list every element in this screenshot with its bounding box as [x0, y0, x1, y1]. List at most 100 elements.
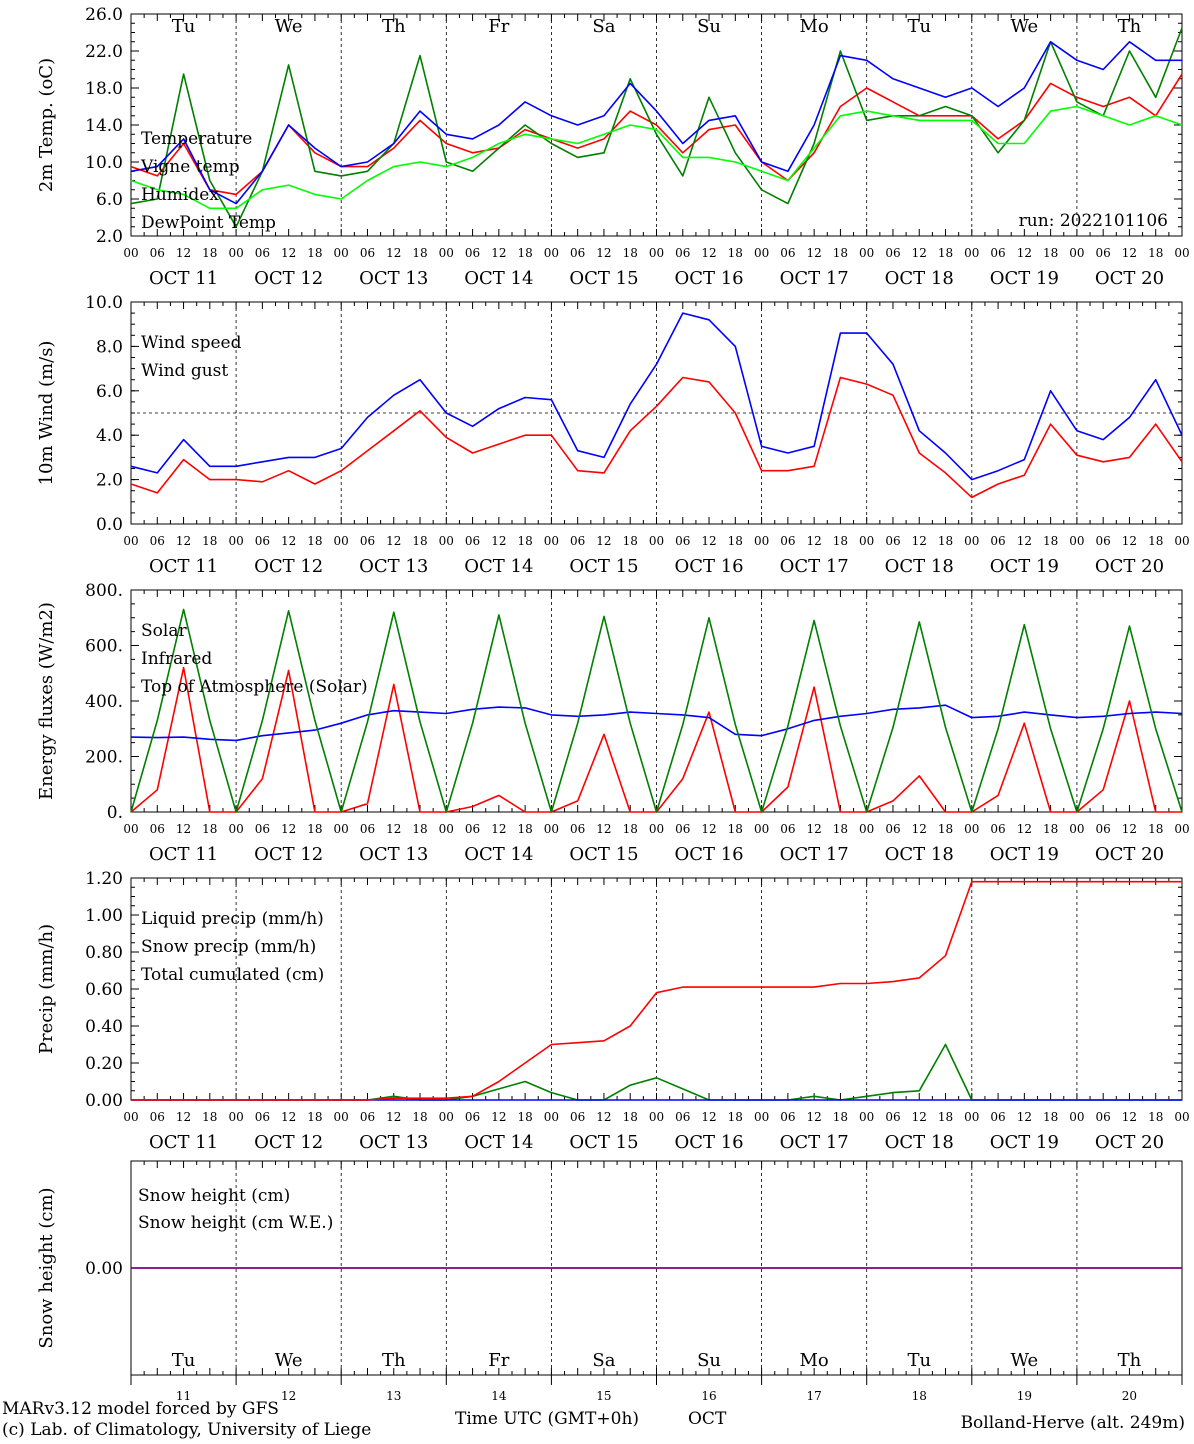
y-tick-label: 8.0 — [96, 337, 123, 357]
series-energy-1 — [130, 704, 1183, 742]
x-date-label: OCT 11 — [149, 1132, 218, 1153]
x-hour-label: 06 — [675, 534, 690, 548]
x-hour-label: 18 — [1148, 822, 1163, 836]
x-hour-label: 12 — [912, 534, 927, 548]
x-date-label: OCT 19 — [990, 1132, 1059, 1153]
x-hour-label: 06 — [780, 1110, 795, 1124]
y-tick-label: 1.20 — [85, 869, 123, 889]
day-number-label: 16 — [701, 1389, 716, 1403]
x-date-label: OCT 14 — [464, 1132, 533, 1153]
x-hour-label: 00 — [123, 822, 138, 836]
x-hour-label: 06 — [255, 534, 270, 548]
x-hour-label: 06 — [885, 246, 900, 260]
footer-lab: (c) Lab. of Climatology, University of L… — [2, 1420, 371, 1440]
x-hour-label: 06 — [360, 822, 375, 836]
x-hour-label: 00 — [439, 1110, 454, 1124]
x-hour-label: 00 — [544, 246, 559, 260]
x-hour-label: 00 — [544, 822, 559, 836]
x-hour-label: 06 — [570, 534, 585, 548]
x-hour-label: 18 — [833, 1110, 848, 1124]
x-hour-label: 12 — [807, 1110, 822, 1124]
legend-entry: Vigne temp — [140, 157, 240, 177]
x-hour-label: 12 — [701, 246, 716, 260]
x-hour-label: 00 — [649, 822, 664, 836]
y-tick-label: 400. — [85, 692, 123, 712]
y-tick-label: 2.0 — [96, 471, 123, 491]
day-name-label: We — [1011, 1350, 1039, 1371]
x-hour-label: 06 — [990, 534, 1005, 548]
legend-entry: Wind speed — [141, 333, 242, 353]
x-hour-label: 06 — [1096, 534, 1111, 548]
day-name-label: We — [275, 16, 303, 37]
x-hour-label: 00 — [964, 822, 979, 836]
x-hour-label: 18 — [202, 822, 217, 836]
x-hour-label: 12 — [912, 822, 927, 836]
legend-entry: Wind gust — [141, 361, 228, 381]
location-label: Bolland-Herve (alt. 249m) — [961, 1413, 1185, 1433]
x-hour-label: 00 — [1174, 246, 1189, 260]
x-hour-label: 00 — [1174, 1110, 1189, 1124]
x-hour-label: 00 — [859, 1110, 874, 1124]
x-hour-label: 00 — [1069, 822, 1084, 836]
x-date-label: OCT 17 — [780, 556, 849, 577]
day-name-label: Su — [697, 1350, 721, 1371]
series-temp-0 — [130, 73, 1183, 196]
x-hour-label: 18 — [833, 246, 848, 260]
day-name-label: Fr — [488, 16, 509, 37]
x-hour-label: 00 — [649, 534, 664, 548]
x-hour-label: 00 — [439, 822, 454, 836]
x-hour-label: 00 — [334, 822, 349, 836]
x-date-label: OCT 11 — [149, 844, 218, 865]
x-hour-label: 00 — [859, 246, 874, 260]
x-hour-label: 00 — [439, 534, 454, 548]
x-hour-label: 12 — [386, 246, 401, 260]
x-date-label: OCT 11 — [149, 556, 218, 577]
y-tick-label: 0.40 — [85, 1017, 123, 1037]
x-date-label: OCT 16 — [674, 556, 743, 577]
y-tick-label: 0. — [107, 803, 123, 823]
panel-precip — [130, 877, 1183, 1101]
x-hour-label: 06 — [360, 534, 375, 548]
x-hour-label: 18 — [307, 534, 322, 548]
x-hour-label: 18 — [623, 534, 638, 548]
x-hour-label: 12 — [1122, 822, 1137, 836]
x-hour-label: 06 — [360, 246, 375, 260]
x-date-label: OCT 20 — [1095, 556, 1164, 577]
x-hour-label: 06 — [150, 534, 165, 548]
y-tick-label: 2.0 — [96, 227, 123, 247]
x-hour-label: 06 — [150, 822, 165, 836]
x-date-label: OCT 20 — [1095, 1132, 1164, 1153]
x-date-label: OCT 13 — [359, 844, 428, 865]
legend-entry: Snow height (cm W.E.) — [138, 1213, 333, 1233]
x-hour-label: 00 — [228, 246, 243, 260]
x-date-label: OCT 19 — [990, 844, 1059, 865]
x-hour-label: 18 — [307, 246, 322, 260]
y-tick-label: 200. — [85, 748, 123, 768]
x-hour-label: 18 — [307, 1110, 322, 1124]
day-name-label: Mo — [800, 1350, 829, 1371]
x-hour-label: 00 — [334, 534, 349, 548]
x-date-label: OCT 16 — [674, 844, 743, 865]
x-hour-label: 06 — [675, 1110, 690, 1124]
x-date-label: OCT 12 — [254, 1132, 323, 1153]
y-tick-label: 22.0 — [85, 42, 123, 62]
series-wind-0 — [130, 376, 1183, 499]
x-hour-label: 00 — [1069, 534, 1084, 548]
x-hour-label: 12 — [491, 246, 506, 260]
x-hour-label: 12 — [807, 246, 822, 260]
x-hour-label: 18 — [623, 822, 638, 836]
day-name-label: We — [275, 1350, 303, 1371]
day-name-label: Tu — [907, 16, 931, 37]
day-number-label: 15 — [596, 1389, 611, 1403]
x-hour-label: 18 — [938, 1110, 953, 1124]
x-hour-label: 06 — [1096, 822, 1111, 836]
y-axis-label: Energy fluxes (W/m2) — [36, 602, 57, 800]
x-hour-label: 00 — [859, 822, 874, 836]
x-hour-label: 18 — [938, 534, 953, 548]
legend-entry: Liquid precip (mm/h) — [141, 909, 324, 929]
x-hour-label: 12 — [596, 1110, 611, 1124]
series-wind-1 — [130, 312, 1183, 481]
x-hour-label: 12 — [281, 534, 296, 548]
y-tick-label: 600. — [85, 637, 123, 657]
x-hour-label: 12 — [912, 246, 927, 260]
